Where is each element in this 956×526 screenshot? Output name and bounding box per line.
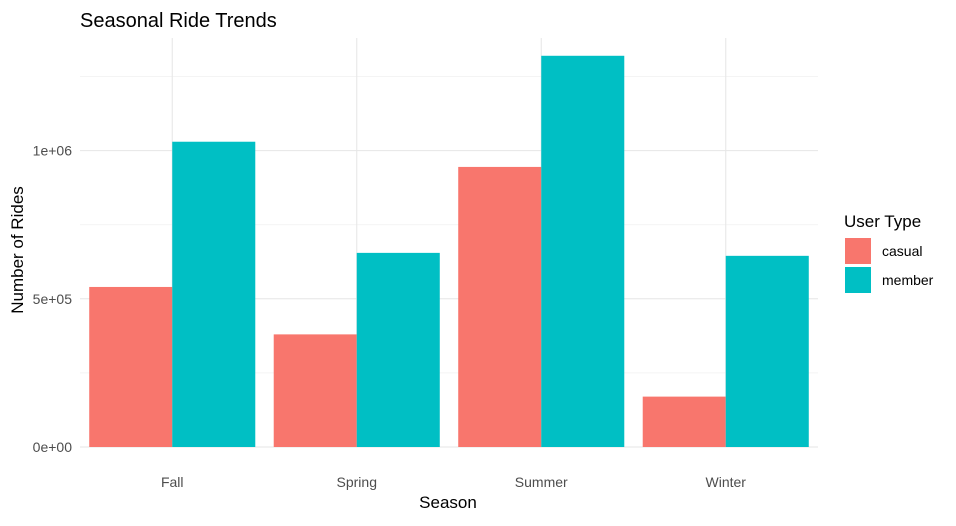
legend-label-member: member bbox=[882, 272, 934, 288]
bar-casual-spring bbox=[273, 334, 357, 447]
y-tick-label: 0e+00 bbox=[33, 439, 73, 455]
legend-key-casual bbox=[845, 238, 871, 264]
y-tick-label: 5e+05 bbox=[33, 291, 73, 307]
x-tick-label: Fall bbox=[161, 474, 184, 490]
legend-title: User Type bbox=[844, 212, 921, 231]
x-tick-label: Summer bbox=[515, 474, 568, 490]
bar-casual-winter bbox=[642, 396, 726, 447]
legend-key-member bbox=[845, 267, 871, 293]
x-tick-label: Winter bbox=[706, 474, 747, 490]
x-axis-title: Season bbox=[419, 493, 477, 512]
bar-member-winter bbox=[725, 255, 809, 447]
bar-casual-fall bbox=[89, 286, 173, 447]
chart-title: Seasonal Ride Trends bbox=[80, 10, 277, 32]
y-tick-label: 1e+06 bbox=[33, 143, 73, 159]
x-axis-tick-labels: Fall Spring Summer Winter bbox=[161, 474, 746, 490]
y-axis-title: Number of Rides bbox=[8, 186, 27, 314]
bar-member-spring bbox=[356, 252, 440, 447]
bars-group bbox=[89, 55, 809, 448]
bar-member-fall bbox=[172, 141, 256, 448]
y-axis-tick-labels: 0e+00 5e+05 1e+06 bbox=[33, 143, 73, 455]
bar-member-summer bbox=[541, 55, 625, 448]
legend-items: casual member bbox=[845, 238, 934, 293]
x-tick-label: Spring bbox=[337, 474, 377, 490]
bar-casual-summer bbox=[458, 166, 542, 447]
legend: User Type casual member bbox=[844, 212, 934, 293]
legend-label-casual: casual bbox=[882, 243, 922, 259]
